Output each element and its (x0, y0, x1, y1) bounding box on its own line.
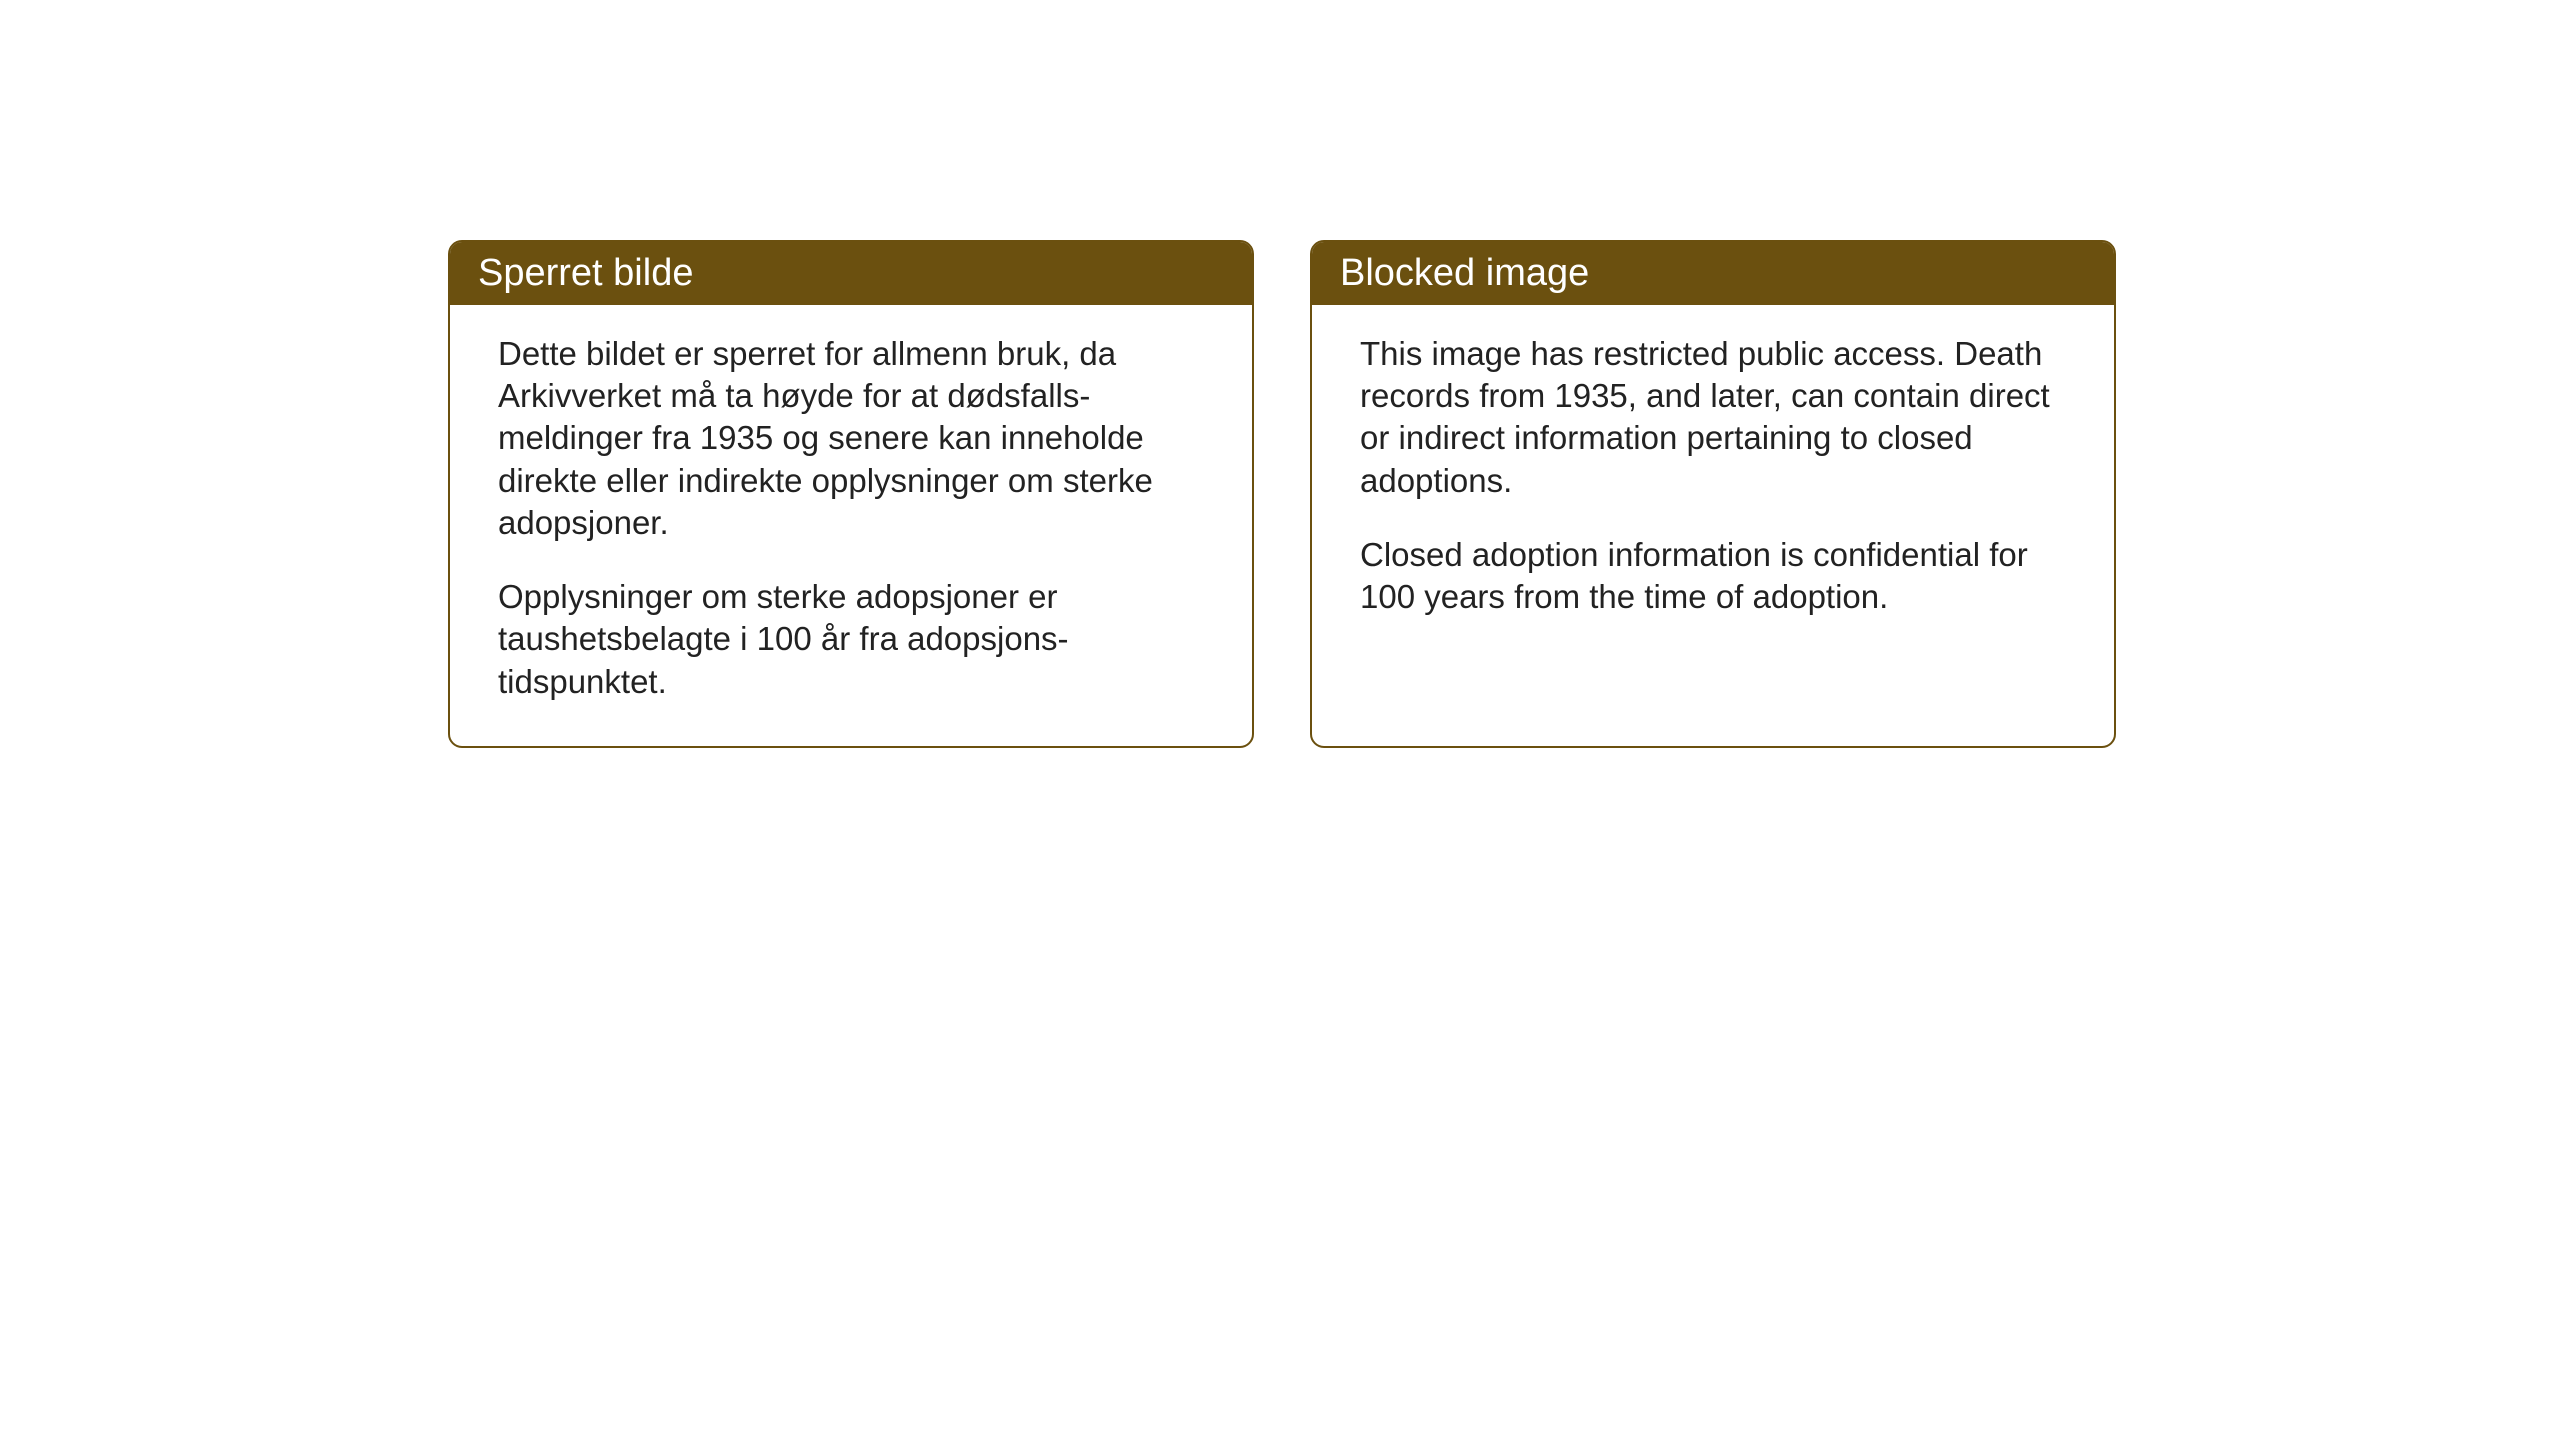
card-title-norwegian: Sperret bilde (478, 252, 693, 294)
notice-card-norwegian: Sperret bilde Dette bildet er sperret fo… (448, 240, 1254, 748)
card-paragraph-1-english: This image has restricted public access.… (1360, 333, 2066, 502)
card-paragraph-1-norwegian: Dette bildet er sperret for allmenn bruk… (498, 333, 1204, 544)
card-paragraph-2-norwegian: Opplysninger om sterke adopsjoner er tau… (498, 576, 1204, 703)
card-header-english: Blocked image (1312, 242, 2114, 305)
notice-container: Sperret bilde Dette bildet er sperret fo… (448, 240, 2116, 748)
card-title-english: Blocked image (1340, 252, 1589, 294)
card-body-norwegian: Dette bildet er sperret for allmenn bruk… (450, 305, 1252, 743)
card-header-norwegian: Sperret bilde (450, 242, 1252, 305)
notice-card-english: Blocked image This image has restricted … (1310, 240, 2116, 748)
card-body-english: This image has restricted public access.… (1312, 305, 2114, 658)
card-paragraph-2-english: Closed adoption information is confident… (1360, 534, 2066, 618)
